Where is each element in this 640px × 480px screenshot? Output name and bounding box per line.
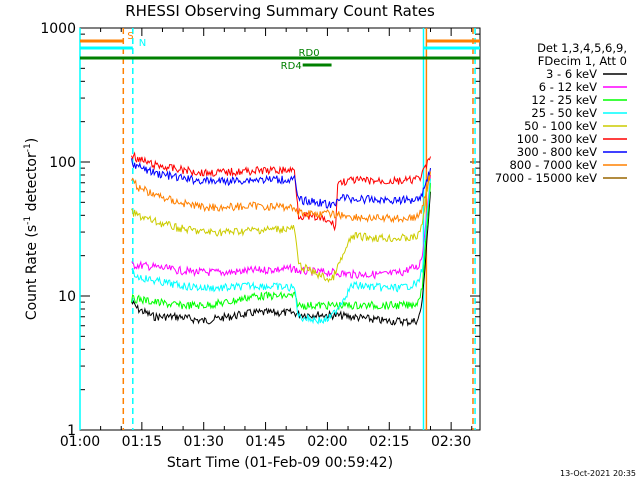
y-axis-label-main: Count Rate (s [24,225,40,320]
legend-label: 3 - 6 keV [546,67,597,81]
series-line-6 [131,158,431,209]
y-axis-label-end: ) [24,138,40,143]
x-tick-label: 01:00 [60,434,100,450]
y-tick-label: 100 [49,155,76,171]
y-tick-label: 1 [67,423,76,439]
legend-label: 12 - 25 keV [531,93,597,107]
axis-ticks [79,27,480,431]
date-stamp: 13-Oct-2021 20:35 [560,469,636,478]
x-tick-labels: 01:00 01:15 01:30 01:45 02:00 02:15 02:30 [60,434,471,450]
legend-header-line-1: Det 1,3,4,5,6,9, [537,41,627,55]
legend-label: 100 - 300 keV [517,132,597,146]
flag-label-n: N [139,38,146,49]
x-axis-label: Start Time (01-Feb-09 00:59:42) [167,455,393,471]
x-tick-label: 01:15 [122,434,162,450]
legend-label: 6 - 12 keV [539,80,597,94]
series-lines [131,151,431,327]
series-line-7 [131,171,431,224]
y-tick-labels: 1 10 100 1000 [40,21,76,439]
flag-bars: SN RD0 RD4 [80,31,480,72]
x-tick-label: 02:15 [369,434,409,450]
flag-label-rd0: RD0 [299,48,320,59]
y-tick-label: 10 [58,289,76,305]
series-line-4 [131,168,431,283]
y-axis-label-mid: detector [24,152,40,216]
legend: Det 1,3,4,5,6,9, FDecim 1, Att 0 3 - 6 k… [495,41,627,185]
y-axis-label-sup2: -1 [23,143,33,152]
time-markers [79,28,476,430]
series-line-1 [131,174,431,280]
flag-label-s: S [127,31,133,42]
y-tick-label: 1000 [40,21,76,37]
legend-label: 25 - 50 keV [531,106,597,120]
series-line-3 [131,178,431,325]
x-tick-label: 01:30 [184,434,224,450]
series-line-0 [131,191,431,327]
x-tick-label: 02:00 [307,434,347,450]
legend-label: 300 - 800 keV [517,145,597,159]
y-axis-label: Count Rate (s-1 detector-1) [23,138,40,320]
chart-title: RHESSI Observing Summary Count Rates [125,2,435,20]
legend-header-line-2: FDecim 1, Att 0 [538,54,627,68]
y-axis-label-sup1: -1 [23,216,33,225]
legend-label: 800 - 7000 keV [509,158,597,172]
legend-label: 7000 - 15000 keV [495,171,597,185]
legend-label: 50 - 100 keV [524,119,597,133]
x-tick-label: 02:30 [431,434,471,450]
flag-label-rd4: RD4 [281,61,302,72]
series-line-5 [131,151,431,232]
series-line-2 [131,182,431,311]
x-tick-label: 01:45 [245,434,285,450]
plot-area: SN RD0 RD4 [79,27,481,431]
